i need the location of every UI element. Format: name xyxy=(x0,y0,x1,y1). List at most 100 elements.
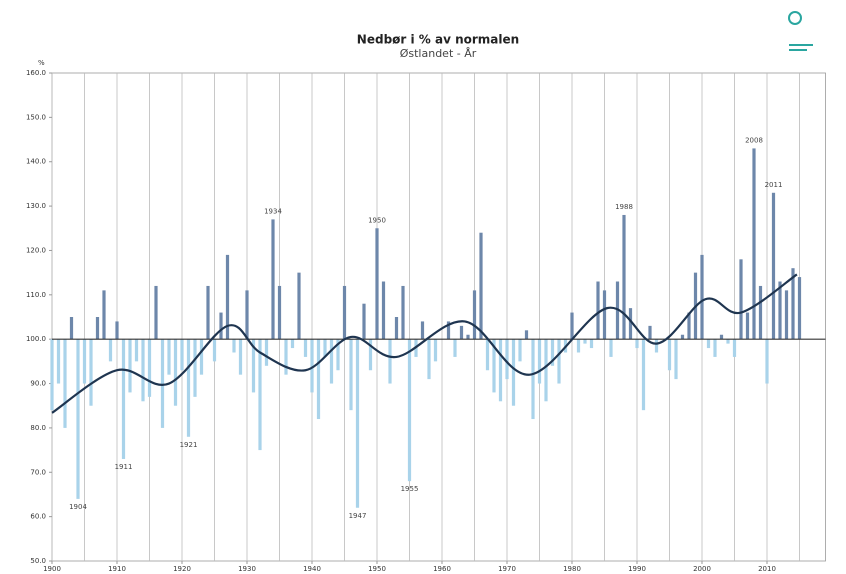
bar xyxy=(726,339,730,344)
bar xyxy=(557,339,561,384)
bar xyxy=(310,339,314,393)
logo xyxy=(788,11,802,25)
y-tick-label: 160.0 xyxy=(26,69,46,77)
bar xyxy=(388,339,392,384)
bar xyxy=(128,339,132,393)
bar xyxy=(674,339,678,380)
bar xyxy=(654,339,659,353)
bar xyxy=(82,339,87,384)
x-tick-label: 1900 xyxy=(43,565,61,573)
bar xyxy=(381,281,386,340)
bar xyxy=(641,339,646,411)
bar xyxy=(544,339,548,402)
bar xyxy=(446,321,451,340)
bar xyxy=(589,339,594,349)
bar xyxy=(576,339,581,353)
bar xyxy=(264,339,269,366)
y-tick-label: 80.0 xyxy=(30,424,46,432)
bar xyxy=(433,339,438,362)
bar xyxy=(368,339,373,371)
bar xyxy=(199,339,204,375)
x-tick-label: 1910 xyxy=(108,565,126,573)
chart-subtitle: Østlandet - År xyxy=(400,47,477,60)
bar xyxy=(329,339,334,384)
annotation: 1921 xyxy=(180,441,198,449)
bar xyxy=(89,339,93,406)
x-tick-label: 1970 xyxy=(498,565,516,573)
y-tick-label: 140.0 xyxy=(26,158,46,166)
bar xyxy=(713,339,717,357)
annotation: 1947 xyxy=(349,512,367,520)
bar xyxy=(193,339,197,397)
bar xyxy=(284,339,288,375)
bar xyxy=(394,317,399,340)
bar xyxy=(219,312,223,340)
bar xyxy=(186,339,191,437)
logo-text xyxy=(789,44,813,46)
bar xyxy=(316,339,321,420)
bar xyxy=(290,339,295,349)
annotation: 2008 xyxy=(745,136,763,144)
bar xyxy=(622,214,626,340)
bar xyxy=(745,312,750,340)
bar xyxy=(342,285,347,340)
y-tick-label: 120.0 xyxy=(26,246,46,254)
x-tick-label: 1920 xyxy=(173,565,191,573)
y-tick-label: 110.0 xyxy=(26,291,46,299)
y-tick-label: 70.0 xyxy=(30,468,46,476)
annotation: 1988 xyxy=(615,203,633,211)
bar xyxy=(472,290,477,340)
chart-title: Nedbør i % av normalen xyxy=(357,33,519,47)
y-tick-label: 90.0 xyxy=(30,380,46,388)
bar xyxy=(778,281,782,340)
bar xyxy=(336,339,340,371)
y-axis-label: % xyxy=(38,59,45,67)
bar xyxy=(232,339,236,353)
bar xyxy=(212,339,217,362)
bar xyxy=(706,339,711,349)
bar xyxy=(518,339,522,362)
logo-text xyxy=(789,49,807,51)
bar xyxy=(245,290,249,340)
bar xyxy=(102,290,106,340)
bar xyxy=(765,339,769,384)
bar xyxy=(50,339,54,411)
bar xyxy=(784,290,789,340)
x-tick-label: 1990 xyxy=(628,565,646,573)
x-tick-label: 2000 xyxy=(693,565,711,573)
bar xyxy=(700,254,704,340)
bar xyxy=(173,339,178,406)
bar xyxy=(420,321,425,340)
bar xyxy=(602,290,607,340)
bar xyxy=(466,334,470,340)
bar xyxy=(511,339,516,406)
bar xyxy=(628,308,633,340)
bar xyxy=(797,277,802,340)
annotation: 1904 xyxy=(69,503,87,511)
bar xyxy=(297,272,301,340)
bar xyxy=(180,339,184,371)
bar xyxy=(550,339,555,366)
bar xyxy=(583,339,587,344)
bar xyxy=(479,232,483,340)
bar xyxy=(498,339,503,402)
bar xyxy=(687,312,691,340)
bar xyxy=(524,330,529,340)
x-tick-label: 1980 xyxy=(563,565,581,573)
bar xyxy=(134,339,139,362)
bar xyxy=(160,339,165,428)
bar xyxy=(635,339,639,349)
bar xyxy=(108,339,113,362)
bar xyxy=(349,339,353,411)
bar xyxy=(277,285,282,340)
bar xyxy=(121,339,126,459)
bar xyxy=(648,325,652,340)
bar xyxy=(791,268,795,340)
bar xyxy=(732,339,737,357)
bar xyxy=(758,285,763,340)
x-tick-label: 1940 xyxy=(303,565,321,573)
y-tick-label: 50.0 xyxy=(30,557,46,565)
bar xyxy=(258,339,262,451)
x-tick-label: 1950 xyxy=(368,565,386,573)
bar xyxy=(407,339,412,482)
